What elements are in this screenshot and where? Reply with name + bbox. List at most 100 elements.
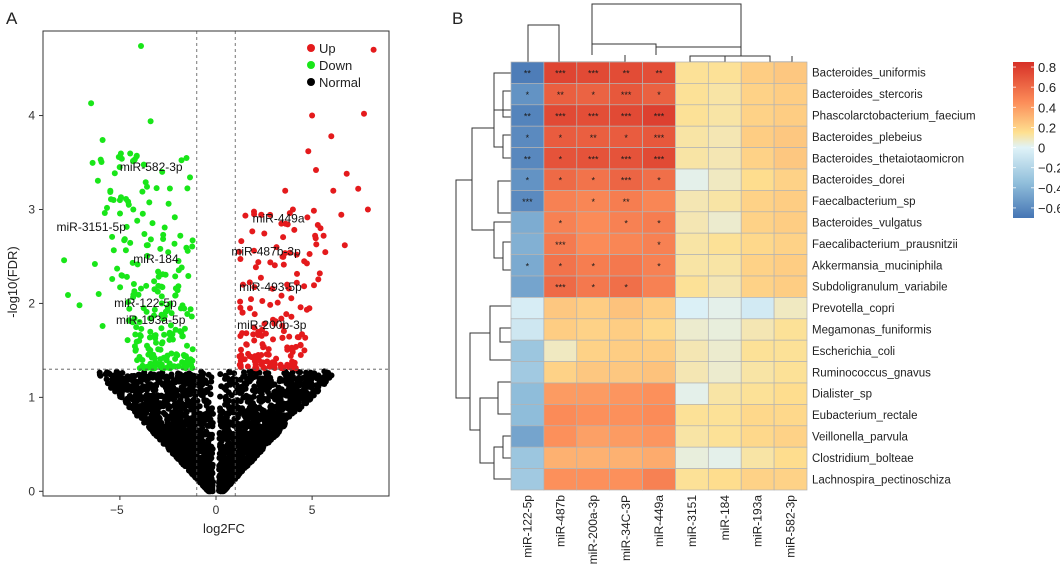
point-normal <box>271 415 278 422</box>
point-down <box>121 237 128 244</box>
heatmap-cell <box>675 125 709 148</box>
heatmap-cell <box>707 425 742 448</box>
heatmap-cell <box>773 254 808 277</box>
x-tick-label: −5 <box>110 503 124 517</box>
heatmap-cell <box>609 468 643 491</box>
heatmap-cell <box>510 232 545 255</box>
point-normal <box>226 452 233 459</box>
point-normal <box>145 381 152 388</box>
point-down <box>136 319 143 325</box>
point-up <box>320 232 327 239</box>
y-tick-label: 4 <box>28 109 35 123</box>
point-up <box>314 222 321 228</box>
point-normal <box>190 472 197 479</box>
heatmap-cell <box>707 382 742 405</box>
column-label: miR-200a-3p <box>586 495 600 565</box>
point-down <box>138 325 145 332</box>
heatmap-cell <box>609 382 643 405</box>
point-normal <box>275 428 282 435</box>
point-down <box>138 285 144 292</box>
point-normal <box>184 435 191 442</box>
point-normal <box>172 405 179 412</box>
point-down <box>125 299 131 306</box>
significance-mark: *** <box>522 197 533 207</box>
point-up <box>265 346 272 353</box>
point-up <box>315 276 322 283</box>
legend-swatch <box>307 78 315 86</box>
significance-mark: * <box>559 219 563 229</box>
point-up <box>278 315 285 322</box>
point-up <box>313 241 320 248</box>
point-down <box>99 137 106 143</box>
heatmap-cell <box>609 232 643 255</box>
point-normal <box>207 417 214 424</box>
point-down <box>125 201 132 208</box>
point-down <box>126 305 133 312</box>
colorbar: 0.8 0.6 0.4 0.2 0 −0.2 −0.4 −0.6 <box>1013 60 1060 218</box>
point-down <box>147 236 154 243</box>
point-normal <box>180 427 187 434</box>
point-normal <box>150 419 157 426</box>
point-normal <box>163 439 169 446</box>
point-down <box>111 170 118 177</box>
point-down <box>151 286 158 293</box>
point-down <box>143 282 150 289</box>
point-up <box>330 187 337 194</box>
point-normal <box>168 431 175 438</box>
point-down <box>167 322 174 329</box>
point-normal <box>234 405 241 412</box>
heatmap-cell <box>510 425 545 448</box>
point-down <box>184 247 191 254</box>
point-normal <box>218 460 225 467</box>
point-normal <box>278 402 285 409</box>
point-up <box>288 295 295 302</box>
point-up <box>284 344 291 351</box>
point-down <box>118 155 125 162</box>
significance-mark: * <box>591 283 595 293</box>
heatmap-cell <box>576 318 611 341</box>
point-up <box>251 324 258 331</box>
point-normal <box>170 442 177 449</box>
point-up <box>284 281 291 288</box>
point-normal <box>314 388 321 395</box>
point-normal <box>173 414 179 421</box>
heatmap-cell <box>543 339 578 362</box>
point-normal <box>178 439 185 446</box>
point-normal <box>183 461 190 468</box>
point-up <box>364 206 371 213</box>
point-up <box>255 332 262 338</box>
point-up <box>284 361 291 368</box>
heatmap-cell <box>740 104 775 127</box>
point-normal <box>200 480 207 487</box>
point-down <box>130 206 137 213</box>
heatmap-cell <box>543 404 578 427</box>
heatmap-cell <box>707 211 742 234</box>
heatmap-cell <box>773 83 808 106</box>
point-down <box>172 273 179 280</box>
heatmap-cell <box>773 446 808 469</box>
point-normal <box>241 380 248 387</box>
point-normal <box>236 424 243 431</box>
volcano-plot: miR-582-3p miR-3151-5p miR-184 miR-122-5p mi… <box>5 30 390 536</box>
point-down <box>187 174 193 181</box>
heatmap-cell <box>576 425 611 448</box>
point-normal <box>315 384 322 390</box>
point-normal <box>207 391 214 398</box>
point-down <box>151 278 158 285</box>
row-dendrogram <box>455 72 511 480</box>
point-up <box>309 112 316 119</box>
significance-mark: ** <box>590 133 598 143</box>
point-up <box>250 331 257 338</box>
point-normal <box>120 383 127 390</box>
point-normal <box>209 405 215 412</box>
significance-mark: * <box>657 219 661 229</box>
point-normal <box>252 447 259 454</box>
point-normal <box>264 376 271 383</box>
heatmap-cell <box>642 361 676 384</box>
heatmap-cell <box>675 446 709 469</box>
point-up <box>244 363 251 370</box>
point-normal <box>153 382 160 389</box>
point-normal <box>218 431 225 438</box>
point-normal <box>223 447 230 454</box>
point-down <box>133 153 140 160</box>
